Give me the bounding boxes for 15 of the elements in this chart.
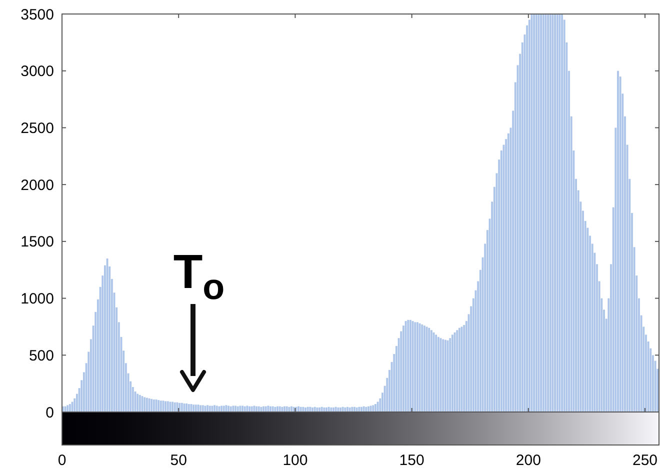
x-tick-label: 0 — [58, 452, 66, 469]
y-tick-label: 3500 — [20, 6, 54, 24]
x-tick-label: 150 — [399, 452, 424, 469]
x-tick-label: 100 — [282, 452, 308, 469]
y-tick-label: 1500 — [20, 234, 54, 251]
annotation: T$_{o}$ — [173, 246, 225, 307]
y-tick-label: 2500 — [20, 120, 54, 137]
y-tick-label: 2000 — [20, 176, 54, 194]
y-tick-label: 500 — [28, 347, 54, 364]
x-tick-label: 200 — [516, 452, 541, 469]
y-tick-label: 3000 — [20, 63, 54, 80]
x-tick-label: 50 — [170, 452, 187, 469]
y-tick-label: 1000 — [20, 290, 54, 308]
x-tick-label: 250 — [632, 452, 658, 469]
y-tick-label: 0 — [46, 404, 54, 422]
